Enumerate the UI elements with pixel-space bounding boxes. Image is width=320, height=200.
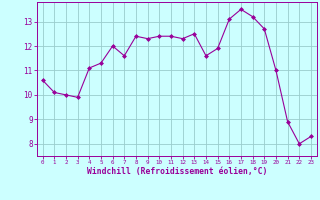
X-axis label: Windchill (Refroidissement éolien,°C): Windchill (Refroidissement éolien,°C) (87, 167, 267, 176)
